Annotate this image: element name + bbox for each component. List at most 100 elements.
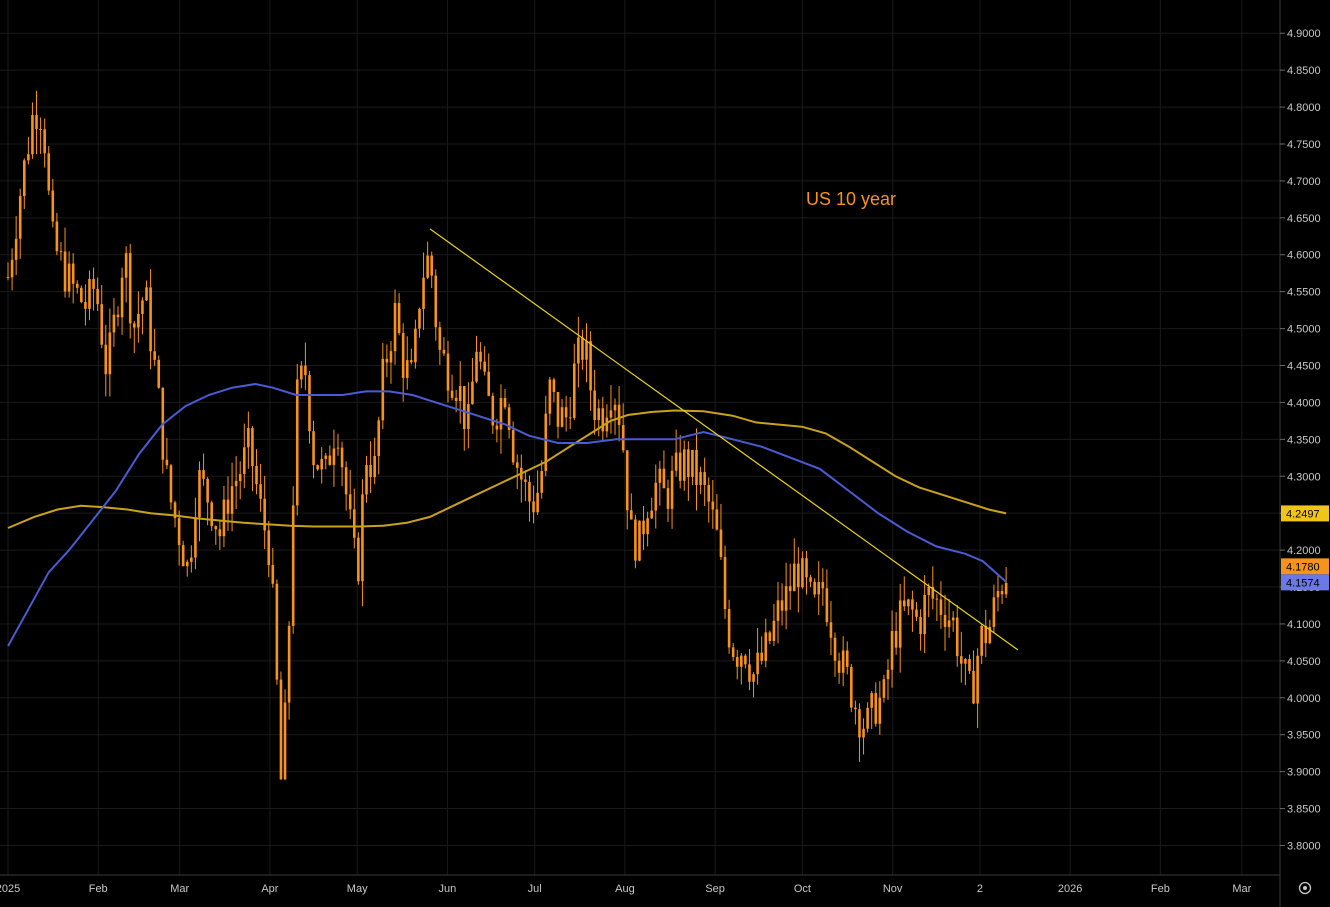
price-tick-label: 3.8000 [1287,840,1321,852]
candle-body [124,253,128,278]
candle-body [450,390,454,398]
candle-body [132,323,136,328]
candle-body [821,582,825,589]
candle-body [206,478,209,503]
candle-body [324,455,328,459]
candle-body [585,341,588,360]
time-tick-label: Apr [261,883,278,895]
candle-body [744,655,747,665]
candle-body [141,300,144,314]
candle-body [780,600,784,611]
price-tick-label: 3.9500 [1287,730,1321,742]
candle-body [572,363,576,418]
candle-body [344,467,348,495]
candle-body [55,221,59,252]
candle-body [524,479,527,482]
candle-body [528,481,531,502]
candle-body [18,196,22,239]
candle-body [22,160,26,197]
candle-body [752,674,755,682]
candle-body [352,509,356,538]
time-tick-label: Mar [1232,883,1251,895]
candle-body [430,255,433,276]
candle-body [348,494,352,510]
price-tick-label: 4.6000 [1287,250,1321,262]
candle-body [788,586,792,592]
candle-body [149,287,152,352]
candle-body [369,465,372,478]
candle-body [442,349,446,354]
candle-body [75,283,79,288]
candle-body [165,459,169,466]
candle-body [397,303,401,334]
candle-body [662,468,666,489]
candle-body [373,456,376,478]
candle-body [357,537,360,582]
candle-body [234,481,238,487]
candle-body [181,545,185,567]
candle-body [308,375,311,432]
price-tick-label: 3.8500 [1287,804,1321,816]
candle-body [169,465,173,503]
candle-body [283,702,287,780]
candle-body [768,632,772,641]
time-tick-label: May [347,883,368,895]
time-tick-label: Feb [1151,883,1170,895]
candle-body [955,617,959,657]
time-tick-label: Sep [705,883,725,895]
candle-body [984,625,988,644]
candle-body [670,470,674,509]
candle-body [577,337,580,364]
candle-body [597,408,601,420]
time-tick-label: Aug [615,883,635,895]
candle-body [866,707,869,729]
candle-body [564,407,568,418]
candle-body [320,458,323,470]
candle-body [935,598,939,600]
time-tick-label: 2026 [1058,883,1082,895]
candle-body [401,333,405,378]
price-tick-label: 4.4000 [1287,397,1321,409]
candle-body [426,255,429,278]
candle-body [63,251,67,292]
candle-body [153,351,156,360]
candle-body [902,600,906,607]
candle-body [51,190,55,222]
candle-body [328,455,332,465]
candle-body [638,520,641,561]
price-tick-label: 4.3000 [1287,471,1321,483]
candle-body [532,501,535,513]
candle-body [446,353,450,391]
candle-body [259,484,262,499]
candle-body [687,449,690,478]
candle-body [609,410,613,418]
candle-body [784,586,788,611]
candle-body [71,263,75,284]
candle-body [976,655,979,704]
candle-body [507,407,511,431]
candle-body [923,595,926,634]
settings-icon[interactable] [1298,881,1312,895]
candle-body [642,520,645,535]
moving-average-blue-line [7,382,1007,647]
time-axis[interactable]: 2025 Feb Mar Apr May Jun Jul Aug Sep Oct Nov 2 2026 F… [0,874,1280,895]
candle-body [279,679,283,780]
candle-body [291,505,295,626]
candle-body [300,365,303,380]
candle-body [177,518,181,546]
candle-body [173,502,177,519]
price-axis[interactable]: 4.9000 4.8500 4.8000 4.7500 4.7000 4.6500 4.60… [1279,0,1321,907]
price-tick-label: 4.6500 [1287,213,1321,225]
candle-body [511,430,515,463]
candle-body [515,462,519,468]
candle-body [825,588,829,623]
candle-body [813,581,816,595]
candle-body [145,287,148,301]
candle-body [703,472,706,485]
candle-body [405,360,409,378]
candle-body [267,530,271,566]
candle-body [630,510,633,520]
candle-body [190,557,193,562]
